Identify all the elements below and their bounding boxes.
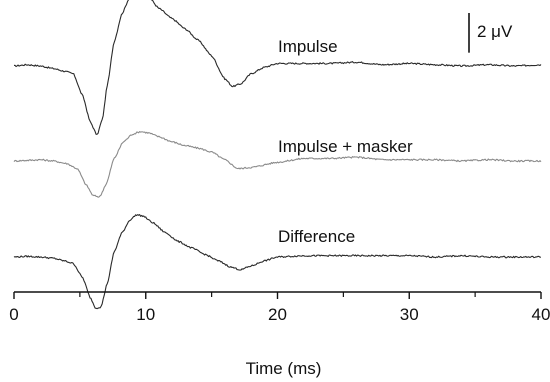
scale-bar-label: 2 μV [477,22,513,41]
trace-label-1: Impulse + masker [278,137,413,156]
trace-label-2: Difference [278,227,355,246]
x-tick-label-0: 0 [9,305,18,324]
x-tick-label-2: 20 [268,305,287,324]
scale-bar: 2 μV [468,13,513,53]
x-axis-title: Time (ms) [246,359,322,378]
x-tick-label-4: 40 [532,305,550,324]
trace-line-1 [13,131,542,198]
x-tick-label-1: 10 [136,305,155,324]
trace-group [13,0,542,310]
trace-label-0: Impulse [278,37,338,56]
trace-label-group: Impulse Impulse + masker Difference [278,37,413,246]
x-axis: 0 10 20 30 40 [9,291,550,324]
trace-line-0 [13,0,542,135]
x-tick-label-3: 30 [400,305,419,324]
trace-line-2 [13,214,542,310]
